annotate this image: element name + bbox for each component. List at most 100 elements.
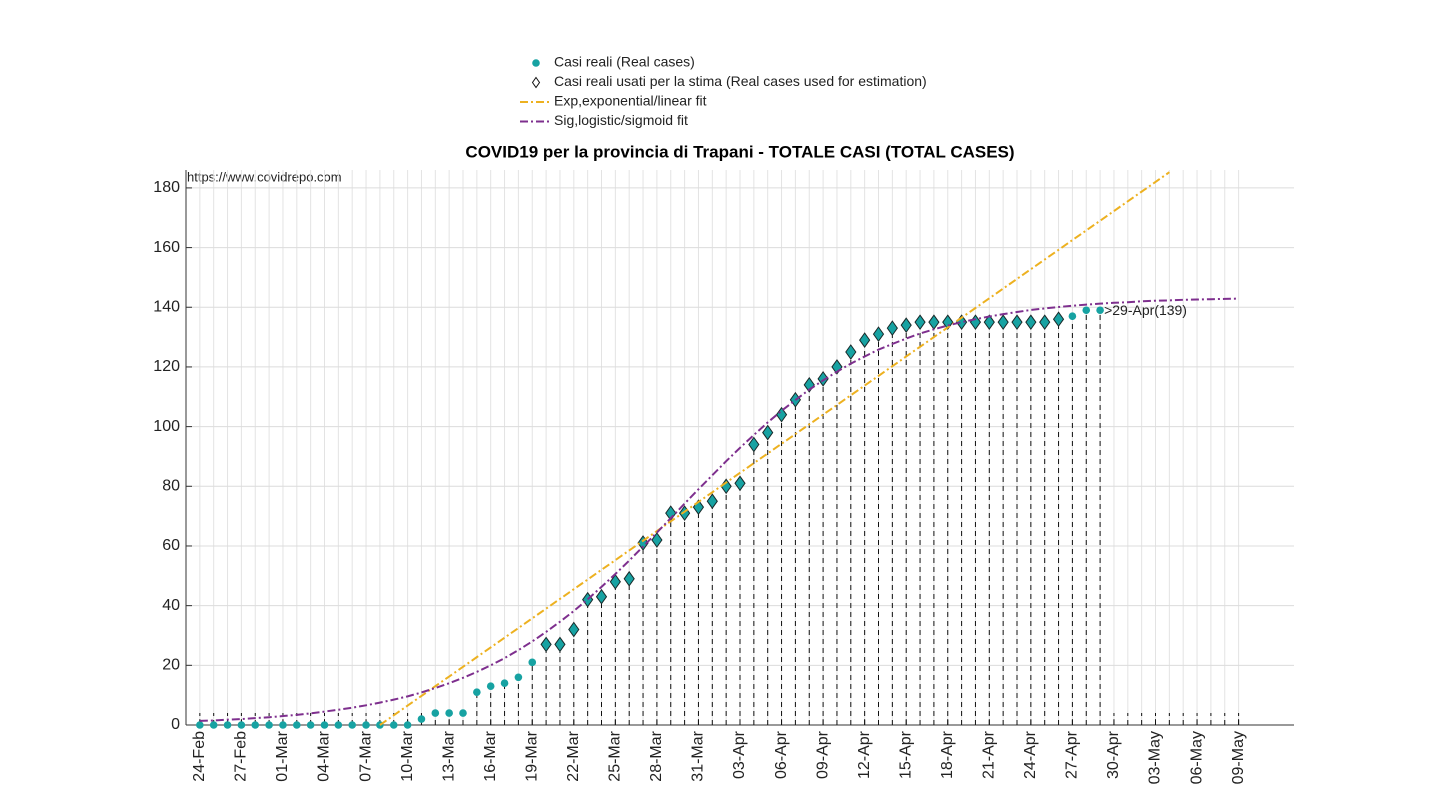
point-diamond [817,371,829,387]
point-diamond [706,493,718,510]
legend-marker [532,59,540,67]
y-tick-label: 140 [153,298,180,315]
point-diamond [609,573,621,590]
x-tick-label: 28-Mar [648,730,665,781]
x-tick-label: 21-Apr [981,730,998,779]
y-tick-label: 120 [153,358,180,375]
x-tick-label: 13-Mar [440,730,457,781]
point [514,673,523,682]
y-tick-label: 0 [171,716,180,733]
legend-marker [531,76,541,89]
point [223,721,232,729]
y-tick-label: 160 [153,239,180,256]
point [403,721,412,729]
y-tick-label: 40 [162,597,180,614]
point [445,709,453,717]
y-tick-label: 80 [162,478,180,495]
point [362,721,370,729]
x-tick-label: 09-Apr [814,730,831,779]
point [251,721,260,729]
x-tick-label: 30-Apr [1105,730,1122,779]
x-tick-label: 15-Apr [897,730,914,779]
x-tick-label: 09-May [1230,731,1247,784]
point [293,721,301,729]
point [528,658,537,667]
x-tick-label: 27-Feb [233,731,250,782]
x-tick-label: 06-May [1188,731,1205,784]
point-diamond [734,475,746,492]
y-tick-label: 100 [153,418,180,435]
x-tick-label: 01-Mar [274,730,291,781]
point-diamond [983,314,995,331]
y-tick-label: 20 [162,657,180,674]
point-diamond [859,332,871,348]
point [473,688,481,696]
point [209,721,218,729]
point [431,709,440,717]
legend-label: Sig,logistic/sigmoid fit [554,112,688,128]
point-diamond [554,636,566,653]
point [500,679,509,688]
chart-title: COVID19 per la provincia di Trapani - TO… [465,142,1014,161]
y-tick-label: 60 [162,537,180,554]
point-diamond [872,326,885,342]
point [348,721,357,729]
point [279,721,287,729]
point [1082,306,1091,315]
point-diamond [540,636,552,653]
x-tick-label: 24-Feb [191,731,208,782]
legend-label: Casi reali usati per la stima (Real case… [554,73,927,89]
point-diamond [942,314,954,331]
x-tick-label: 06-Apr [773,730,790,779]
point-diamond [1011,314,1023,331]
point [459,709,467,717]
point-diamond [568,621,580,638]
point-diamond [845,344,857,360]
point-diamond [1052,311,1065,328]
point-diamond [928,314,940,331]
point-diamond [1025,314,1037,331]
legend-label: Casi reali (Real cases) [554,54,695,70]
x-tick-label: 07-Mar [357,730,374,781]
point [417,715,426,723]
point [389,721,398,729]
x-tick-label: 31-Mar [690,730,707,781]
point [1068,312,1077,321]
point-diamond [775,406,788,423]
point [196,721,204,729]
x-tick-label: 16-Mar [482,730,499,781]
point [237,721,246,729]
point [320,721,329,729]
point-diamond [678,505,691,522]
x-tick-label: 24-Apr [1022,730,1039,779]
point-diamond [762,424,774,441]
y-tick-label: 180 [153,179,180,196]
fit-line [379,171,1170,726]
point-diamond [748,436,760,453]
point [265,721,273,729]
x-tick-label: 03-Apr [731,730,748,779]
fit-line [199,297,1239,722]
x-tick-label: 03-May [1147,731,1164,784]
point-diamond [886,320,898,337]
point-diamond [900,317,912,334]
legend-label: Exp,exponential/linear fit [554,93,707,109]
x-tick-label: 10-Mar [399,730,416,781]
point-diamond [803,376,815,393]
point [1096,306,1104,315]
x-tick-label: 04-Mar [316,730,333,781]
point-diamond [582,591,594,608]
x-tick-label: 19-Mar [523,730,540,781]
point-diamond [914,314,926,331]
point-diamond [997,314,1009,331]
point-diamond [623,570,635,587]
x-tick-label: 27-Apr [1064,730,1081,779]
source-label: https://www.covidrepo.com [187,169,342,184]
point [334,721,343,729]
x-tick-label: 18-Apr [939,730,956,779]
point-diamond [1039,314,1051,331]
annotation: >29-Apr(139) [1104,302,1187,318]
point-diamond [651,532,663,548]
x-tick-label: 25-Mar [607,730,624,781]
